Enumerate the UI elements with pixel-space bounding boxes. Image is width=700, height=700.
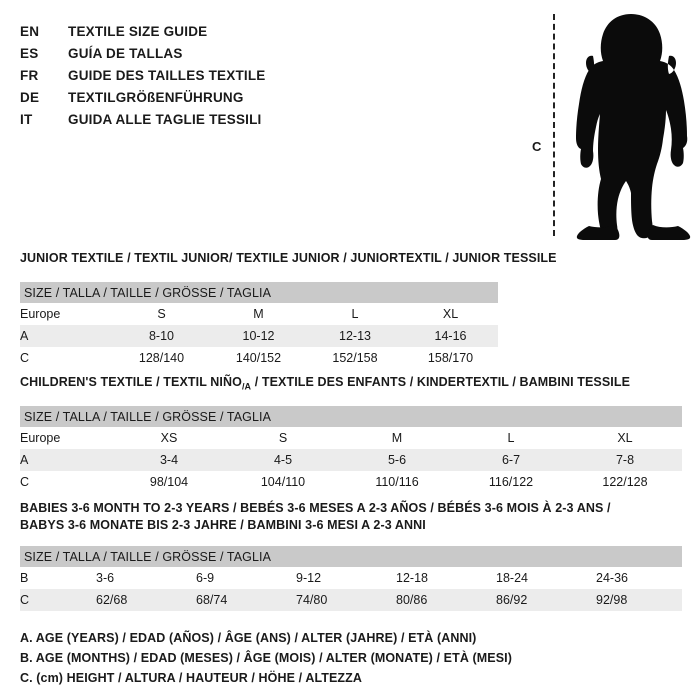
- table-row: Europe XS S M L XL: [20, 427, 682, 449]
- junior-age-m: 10-12: [210, 325, 307, 347]
- junior-height-m: 140/152: [235, 351, 282, 365]
- height-dashed-line: [553, 14, 555, 236]
- children-age-s: 4-5: [226, 449, 340, 471]
- babies-months-9-12: 9-12: [296, 571, 322, 585]
- children-size-table: SIZE / TALLA / TAILLE / GRÖSSE / TAGLIA …: [20, 406, 682, 493]
- junior-table-bar-row: SIZE / TALLA / TAILLE / GRÖSSE / TAGLIA: [20, 282, 499, 303]
- junior-height-xl: 158/170: [427, 351, 474, 365]
- children-height-m: 110/116: [375, 475, 419, 489]
- junior-europe-s: S: [157, 307, 166, 321]
- babies-size-bar-label: SIZE / TALLA / TAILLE / GRÖSSE / TAGLIA: [20, 546, 683, 567]
- babies-months-18-24: 18-24: [496, 571, 528, 585]
- toddler-silhouette-icon: [576, 14, 691, 240]
- language-row: IT GUIDA ALLE TAGLIE TESSILI: [20, 112, 500, 134]
- babies-section-heading: BABIES 3-6 MONTH TO 2-3 YEARS / BEBÉS 3-…: [20, 500, 611, 534]
- babies-months-6-9: 6-9: [196, 571, 215, 585]
- language-code-de: DE: [20, 90, 40, 105]
- guide-title-fr: GUIDE DES TAILLES TEXTILE: [68, 68, 266, 83]
- table-row: A 8-10 10-12 12-13 14-16: [20, 325, 499, 347]
- children-height-l: 116/122: [488, 475, 534, 489]
- children-age-xs: 3-4: [112, 449, 226, 471]
- children-table-bar-row: SIZE / TALLA / TAILLE / GRÖSSE / TAGLIA: [20, 406, 682, 427]
- junior-europe-xl: XL: [442, 307, 459, 321]
- language-row: EN TEXTILE SIZE GUIDE: [20, 24, 500, 46]
- children-europe-xs: XS: [160, 431, 178, 445]
- junior-row-label-c: C: [20, 351, 30, 365]
- babies-months-24-36: 24-36: [596, 571, 628, 585]
- babies-height-3-6: 62/68: [82, 589, 182, 611]
- children-age-l: 6-7: [454, 449, 568, 471]
- children-height-s: 104/110: [260, 475, 306, 489]
- babies-height-24-36: 92/98: [582, 589, 683, 611]
- junior-height-l: 152/158: [332, 351, 378, 365]
- junior-age-l: 12-13: [307, 325, 403, 347]
- children-size-bar-label: SIZE / TALLA / TAILLE / GRÖSSE / TAGLIA: [20, 406, 682, 427]
- table-row: A 3-4 4-5 5-6 6-7 7-8: [20, 449, 682, 471]
- babies-heading-line1: BABIES 3-6 MONTH TO 2-3 YEARS / BEBÉS 3-…: [20, 501, 611, 515]
- junior-height-s: 128/140: [138, 351, 185, 365]
- height-measurement-figure: C: [515, 8, 700, 240]
- height-marker-label: C: [532, 139, 542, 154]
- junior-europe-l: L: [351, 307, 359, 321]
- babies-months-3-6: 3-6: [96, 571, 115, 585]
- guide-title-en: TEXTILE SIZE GUIDE: [68, 24, 208, 39]
- children-row-label-c: C: [20, 475, 30, 489]
- guide-title-de: TEXTILGRÖßENFÜHRUNG: [68, 90, 244, 105]
- language-code-en: EN: [20, 24, 40, 39]
- language-code-it: IT: [20, 112, 33, 127]
- children-heading-post: / TEXTILE DES ENFANTS / KINDERTEXTIL / B…: [251, 375, 631, 389]
- children-row-label-europe: Europe: [20, 431, 61, 445]
- junior-size-table: SIZE / TALLA / TAILLE / GRÖSSE / TAGLIA …: [20, 282, 499, 369]
- language-row: FR GUIDE DES TAILLES TEXTILE: [20, 68, 500, 90]
- children-europe-m: M: [391, 431, 403, 445]
- language-row: ES GUÍA DE TALLAS: [20, 46, 500, 68]
- children-heading-sub: /A: [241, 381, 252, 392]
- babies-table-bar-row: SIZE / TALLA / TAILLE / GRÖSSE / TAGLIA: [20, 546, 683, 567]
- children-section-heading: CHILDREN'S TEXTILE / TEXTIL NIÑO/A / TEX…: [20, 374, 630, 396]
- junior-size-bar-label: SIZE / TALLA / TAILLE / GRÖSSE / TAGLIA: [20, 282, 499, 303]
- babies-row-label-c: C: [20, 589, 82, 611]
- babies-row-label-b: B: [20, 571, 29, 585]
- legend-line-c: C. (cm) HEIGHT / ALTURA / HAUTEUR / HÖHE…: [20, 671, 363, 685]
- language-row: DE TEXTILGRÖßENFÜHRUNG: [20, 90, 500, 112]
- babies-height-12-18: 80/86: [382, 589, 482, 611]
- babies-size-table: SIZE / TALLA / TAILLE / GRÖSSE / TAGLIA …: [20, 546, 683, 611]
- language-code-fr: FR: [20, 68, 39, 83]
- legend-block: A. AGE (YEARS) / EDAD (AÑOS) / ÂGE (ANS)…: [20, 628, 680, 688]
- junior-section-heading: JUNIOR TEXTILE / TEXTIL JUNIOR/ TEXTILE …: [20, 251, 557, 265]
- junior-age-xl: 14-16: [403, 325, 499, 347]
- children-age-m: 5-6: [340, 449, 454, 471]
- children-heading-pre: CHILDREN'S TEXTILE / TEXTIL NIÑO: [20, 375, 242, 389]
- table-row: B 3-6 6-9 9-12 12-18 18-24 24-36: [20, 567, 682, 589]
- children-height-xl: 122/128: [602, 475, 648, 489]
- legend-line-b: B. AGE (MONTHS) / EDAD (MESES) / ÂGE (MO…: [20, 651, 513, 665]
- junior-europe-m: M: [253, 307, 264, 321]
- language-code-es: ES: [20, 46, 39, 61]
- babies-height-6-9: 68/74: [182, 589, 282, 611]
- children-europe-xl: XL: [617, 431, 633, 445]
- babies-months-12-18: 12-18: [396, 571, 428, 585]
- table-row: Europe S M L XL: [20, 303, 498, 325]
- table-row: C 128/140 140/152 152/158 158/170: [20, 347, 498, 369]
- children-age-xl: 7-8: [568, 449, 682, 471]
- children-europe-l: L: [507, 431, 515, 445]
- guide-title-es: GUÍA DE TALLAS: [68, 46, 183, 61]
- babies-height-9-12: 74/80: [282, 589, 382, 611]
- babies-heading-line2: BABYS 3-6 MONATE BIS 2-3 JAHRE / BAMBINI…: [20, 518, 426, 532]
- legend-line-a: A. AGE (YEARS) / EDAD (AÑOS) / ÂGE (ANS)…: [20, 631, 477, 645]
- children-height-xs: 98/104: [149, 475, 189, 489]
- children-europe-s: S: [278, 431, 288, 445]
- junior-row-label-europe: Europe: [20, 307, 61, 321]
- junior-age-s: 8-10: [113, 325, 210, 347]
- junior-row-label-a: A: [20, 325, 113, 347]
- babies-height-18-24: 86/92: [482, 589, 582, 611]
- children-row-label-a: A: [20, 449, 112, 471]
- language-title-block: EN TEXTILE SIZE GUIDE ES GUÍA DE TALLAS …: [20, 24, 500, 134]
- table-row: C 62/68 68/74 74/80 80/86 86/92 92/98: [20, 589, 683, 611]
- guide-title-it: GUIDA ALLE TAGLIE TESSILI: [68, 112, 262, 127]
- table-row: C 98/104 104/110 110/116 116/122 122/128: [20, 471, 682, 493]
